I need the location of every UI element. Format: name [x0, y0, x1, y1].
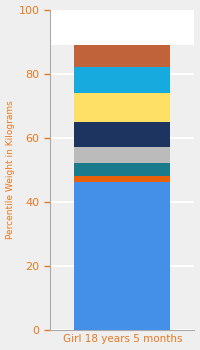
Bar	[50, 9, 194, 45]
Y-axis label: Percentile Weight in Kilograms: Percentile Weight in Kilograms	[6, 100, 15, 239]
Bar	[74, 121, 170, 147]
Bar	[74, 67, 170, 93]
Bar	[74, 163, 170, 176]
Bar	[74, 176, 170, 182]
Bar	[74, 182, 170, 330]
Bar	[74, 147, 170, 163]
Bar	[74, 45, 170, 67]
Bar	[74, 93, 170, 121]
